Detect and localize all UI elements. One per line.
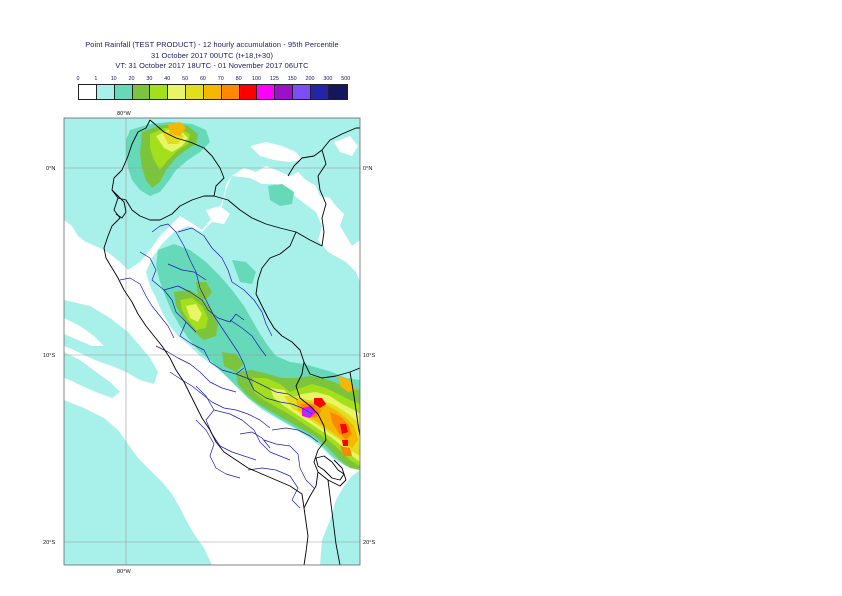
legend-threshold-label: 200 xyxy=(305,76,315,82)
title-line-2: 31 October 2017 00UTC (t+18,t+30) xyxy=(150,50,274,60)
legend-color-box xyxy=(257,85,276,99)
legend-color-box xyxy=(96,85,115,99)
lon-label-80w-top: 80°W xyxy=(117,111,131,117)
lat-label-20s-right: 20°S xyxy=(363,540,375,546)
lat-label-0n-left: 0°N xyxy=(46,166,55,172)
legend-color-box xyxy=(275,85,294,99)
legend-color-box xyxy=(203,85,222,99)
title-line-1: Point Rainfall (TEST PRODUCT) - 12 hourl… xyxy=(85,40,339,49)
lat-label-0n-right: 0°N xyxy=(363,166,372,172)
legend-threshold-label: 10 xyxy=(110,76,117,82)
legend-threshold-label: 0 xyxy=(76,76,80,82)
legend-color-box xyxy=(79,85,97,99)
legend-threshold-label: 150 xyxy=(287,76,297,82)
legend-threshold-label: 125 xyxy=(269,76,279,82)
legend-threshold-label: 40 xyxy=(164,76,171,82)
legend-threshold-label: 500 xyxy=(341,76,351,82)
chart-title-block: Point Rainfall (TEST PRODUCT) - 12 hourl… xyxy=(0,40,424,72)
legend-color-box xyxy=(221,85,240,99)
legend-color-box xyxy=(328,85,347,99)
legend-color-box xyxy=(310,85,329,99)
legend-threshold-label: 50 xyxy=(182,76,189,82)
legend-color-box xyxy=(168,85,187,99)
lon-label-80w-bottom: 80°W xyxy=(117,569,131,575)
legend-threshold-label: 20 xyxy=(128,76,135,82)
legend-threshold-label: 300 xyxy=(323,76,333,82)
legend-threshold-labels: 0 1 10 20 30 40 50 60 70 80 100 125 150 200 300 500 xyxy=(76,76,351,84)
legend-color-box xyxy=(186,85,204,99)
lat-label-10s-left: 10°S xyxy=(43,353,55,359)
legend-threshold-label: 60 xyxy=(199,76,206,82)
color-legend: 0 1 10 20 30 40 50 60 70 80 100 125 150 200 300 500 xyxy=(76,76,351,102)
legend-threshold-label: 100 xyxy=(252,76,261,82)
legend-color-box xyxy=(239,85,258,99)
map-frame xyxy=(63,117,361,566)
legend-color-boxes xyxy=(78,84,348,100)
title-line-3: VT: 31 October 2017 18UTC - 01 November … xyxy=(115,61,309,71)
rainfall-field xyxy=(64,118,360,565)
legend-color-box xyxy=(150,85,169,99)
country-borders xyxy=(103,119,360,565)
admin-boundaries xyxy=(119,223,319,509)
legend-threshold-label: 70 xyxy=(217,76,224,82)
lat-label-20s-left: 20°S xyxy=(43,540,55,546)
legend-color-box xyxy=(132,85,151,99)
legend-color-box xyxy=(293,85,311,99)
legend-threshold-label: 1 xyxy=(94,76,98,82)
legend-color-box xyxy=(114,85,133,99)
lat-label-10s-right: 10°S xyxy=(363,353,375,359)
legend-threshold-label: 80 xyxy=(235,76,242,82)
legend-threshold-label: 30 xyxy=(146,76,153,82)
